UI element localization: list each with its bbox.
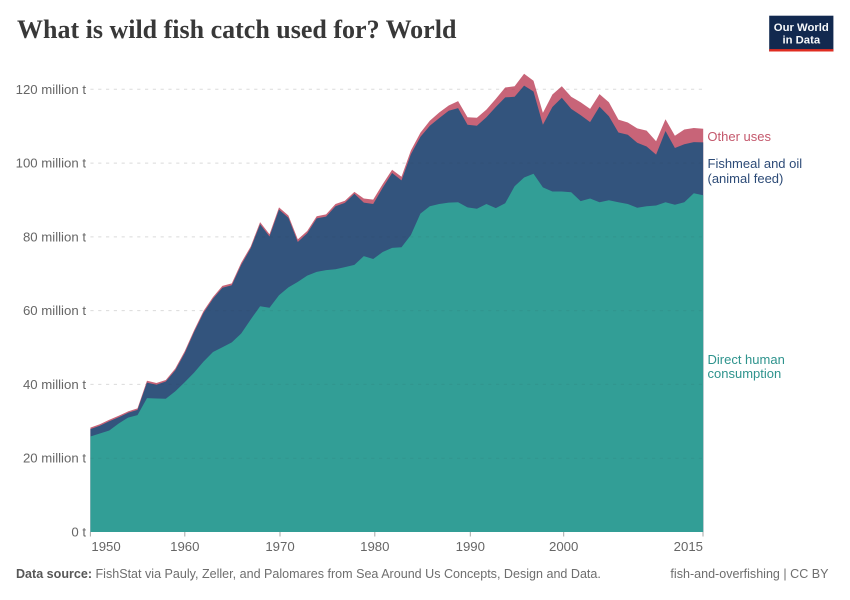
svg-text:60 million t: 60 million t [23,303,86,318]
svg-text:0 t: 0 t [71,525,86,540]
svg-text:40 million t: 40 million t [23,377,86,392]
svg-text:Other uses: Other uses [707,129,771,144]
svg-text:Data source: FishStat via Paul: Data source: FishStat via Pauly, Zeller,… [16,567,601,581]
svg-text:consumption: consumption [708,366,782,381]
svg-text:1990: 1990 [456,539,485,554]
svg-text:Fishmeal and oil: Fishmeal and oil [708,156,803,171]
svg-text:Our World: Our World [774,22,829,34]
svg-text:1970: 1970 [265,539,294,554]
svg-text:1950: 1950 [91,539,120,554]
svg-text:fish-and-overfishing | CC BY: fish-and-overfishing | CC BY [670,567,829,581]
svg-text:100 million t: 100 million t [16,156,87,171]
svg-text:120 million t: 120 million t [16,82,87,97]
svg-text:What is wild fish catch used f: What is wild fish catch used for? World [17,15,457,44]
svg-text:1980: 1980 [360,539,389,554]
svg-text:Direct human: Direct human [708,352,785,367]
svg-text:1960: 1960 [170,539,199,554]
svg-text:2000: 2000 [549,539,578,554]
svg-text:in Data: in Data [782,34,820,46]
svg-text:20 million t: 20 million t [23,451,86,466]
svg-text:80 million t: 80 million t [23,229,86,244]
svg-text:(animal feed): (animal feed) [708,171,784,186]
svg-text:2015: 2015 [674,539,703,554]
